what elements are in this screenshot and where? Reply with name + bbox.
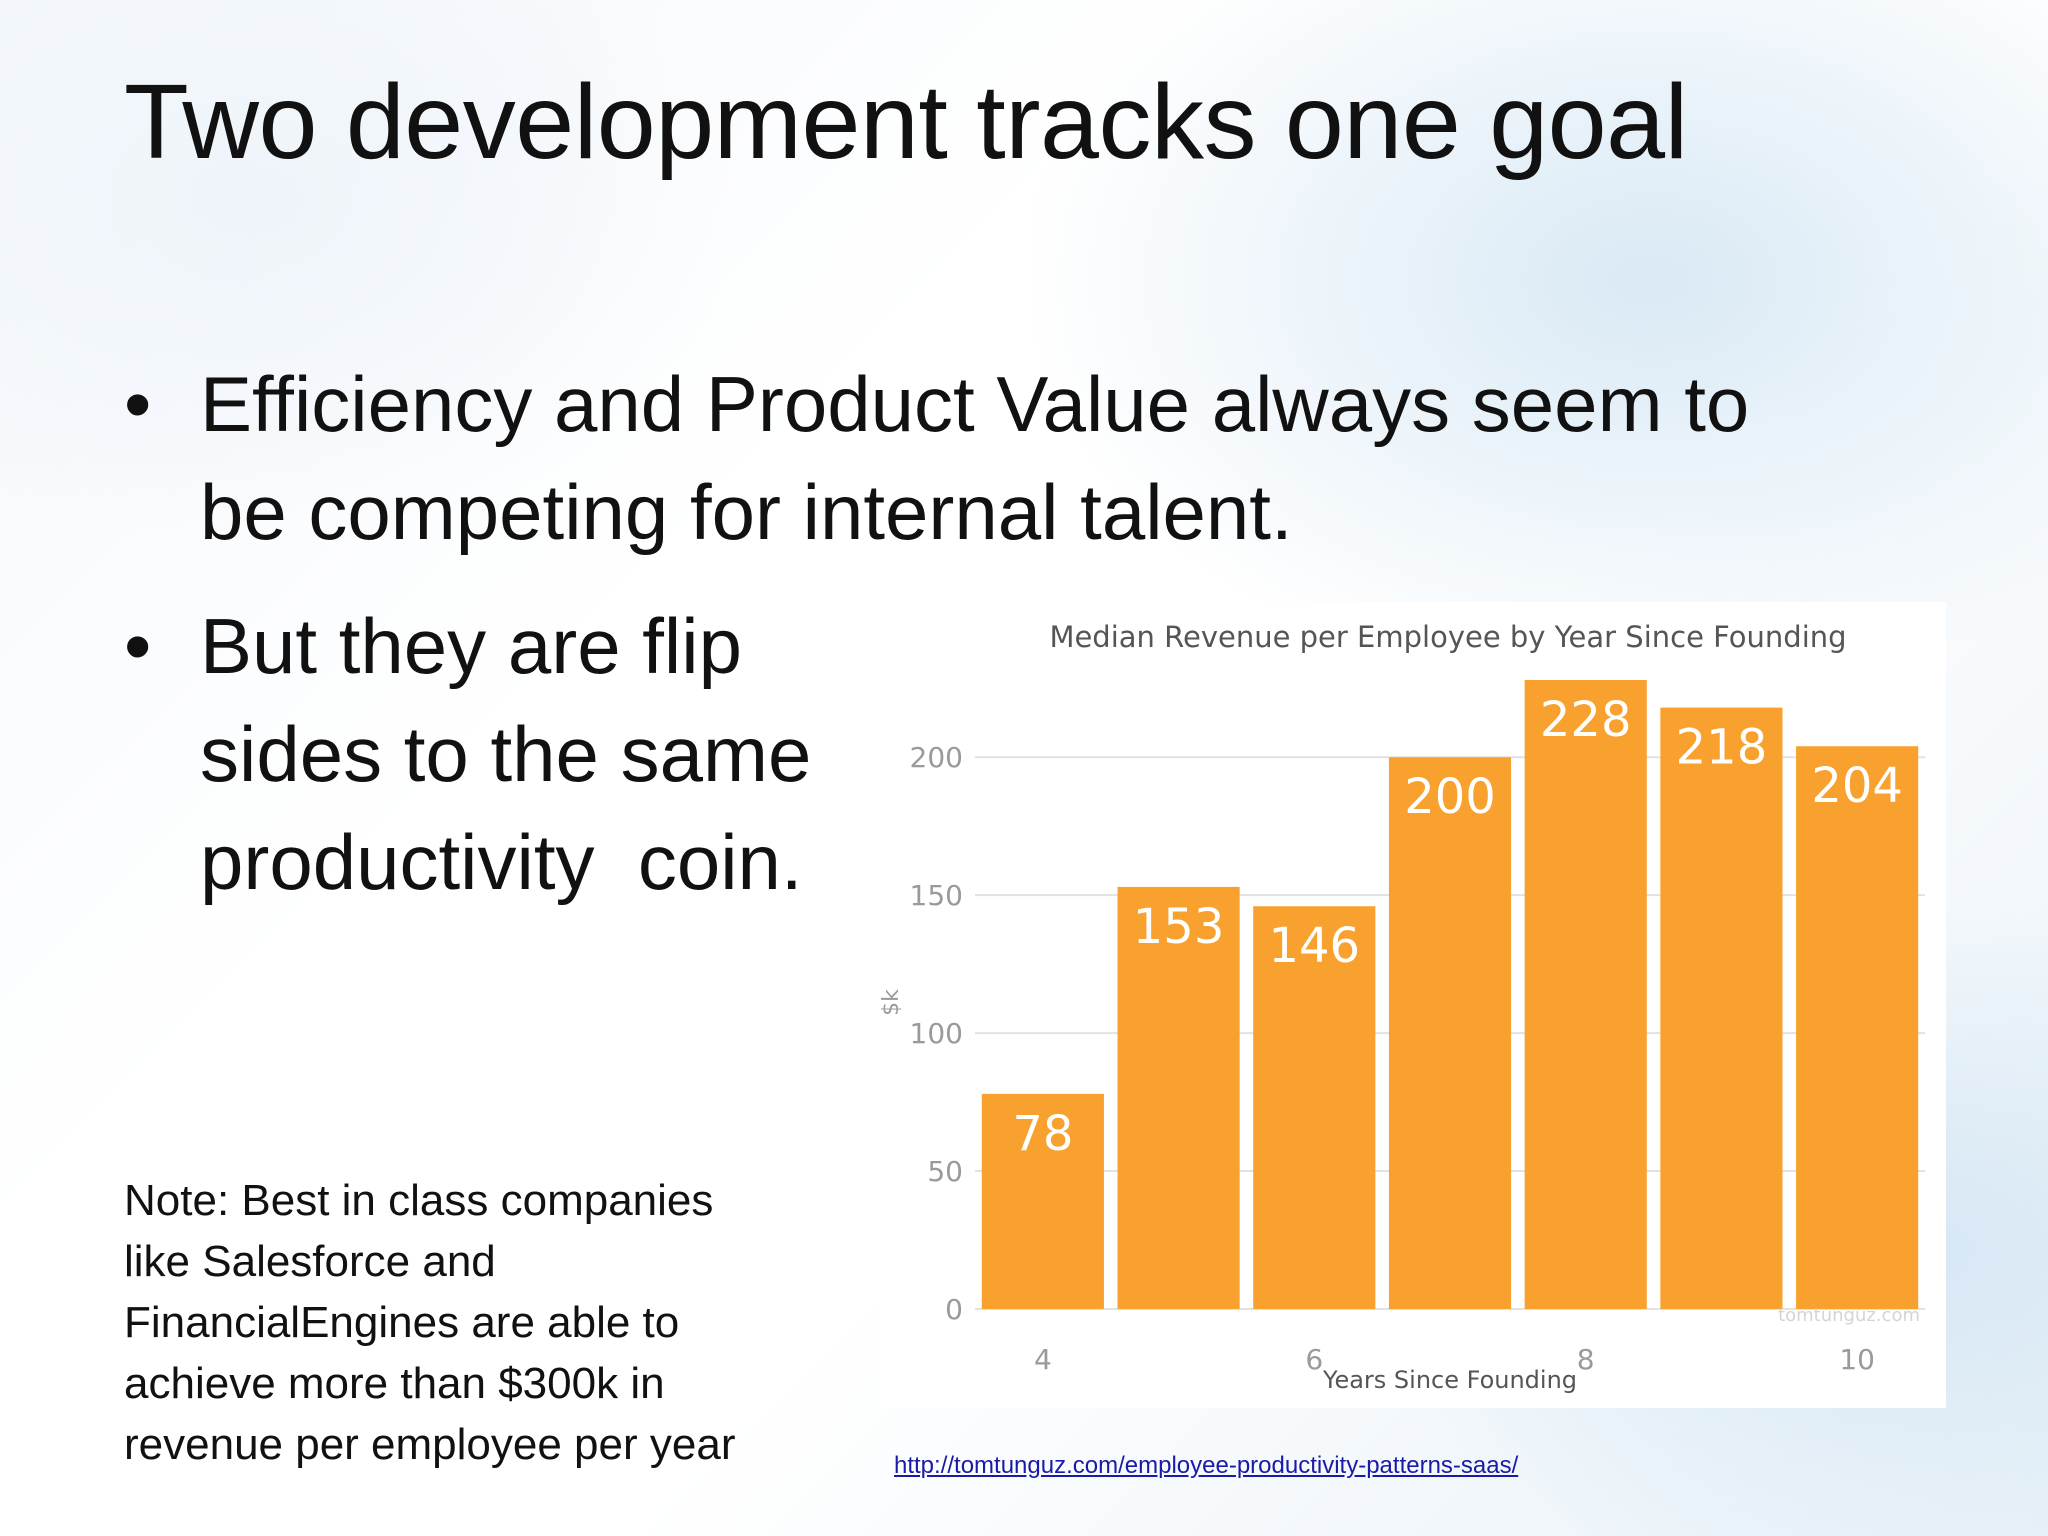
y-tick-label: 100 (910, 1017, 963, 1050)
source-link[interactable]: http://tomtunguz.com/employee-productivi… (894, 1452, 1519, 1479)
bar (1253, 906, 1376, 1309)
note-line: Note: Best in class companies (124, 1176, 714, 1225)
chart-title: Median Revenue per Employee by Year Sinc… (1049, 620, 1846, 654)
bar-value-label: 218 (1676, 720, 1768, 776)
revenue-per-employee-chart: Median Revenue per Employee by Year Sinc… (880, 620, 1925, 1394)
bar (1796, 746, 1919, 1309)
note-text: Note: Best in class companies like Sales… (124, 1170, 824, 1475)
y-tick-label: 150 (910, 879, 963, 912)
note-line: like Salesforce and (124, 1237, 496, 1286)
bullet-line: sides to the same (200, 710, 812, 798)
bar-value-label: 78 (1012, 1106, 1073, 1162)
bar-value-label: 204 (1811, 758, 1903, 814)
bullet-flip-sides: • But they are flip sides to the same pr… (124, 592, 884, 922)
x-tick-label: 4 (1034, 1343, 1052, 1376)
bullet-line: be competing for internal talent. (200, 468, 1293, 556)
bullet-line: But they are flip (200, 602, 742, 690)
note-line: achieve more than $300k in (124, 1359, 665, 1408)
chart-panel: Median Revenue per Employee by Year Sinc… (880, 602, 1946, 1408)
bar (1388, 757, 1512, 1309)
bullet-dot: • (124, 602, 152, 690)
y-axis-label: $k (880, 989, 904, 1016)
x-tick-label: 10 (1839, 1343, 1875, 1376)
bar (1117, 886, 1240, 1309)
y-tick-label: 0 (945, 1293, 963, 1326)
bar-value-label: 200 (1404, 769, 1496, 825)
bullet-dot: • (124, 360, 152, 448)
bullet-efficiency: • Efficiency and Product Value always se… (124, 350, 1924, 570)
y-tick-label: 50 (927, 1155, 963, 1188)
y-tick-label: 200 (910, 741, 963, 774)
x-axis-label: Years Since Founding (1322, 1366, 1577, 1394)
bar-value-label: 146 (1268, 918, 1360, 974)
x-tick-label: 6 (1305, 1343, 1323, 1376)
bullet-line: Efficiency and Product Value always seem… (200, 360, 1750, 448)
bar (981, 1093, 1104, 1309)
note-line: FinancialEngines are able to (124, 1298, 680, 1347)
bullet-line: productivity coin. (200, 818, 803, 906)
watermark: tomtunguz.com (1778, 1305, 1920, 1326)
slide-title: Two development tracks one goal (124, 63, 1688, 181)
bar-value-label: 153 (1133, 899, 1225, 955)
note-line: revenue per employee per year (124, 1420, 736, 1469)
x-tick-label: 8 (1577, 1343, 1595, 1376)
bar-value-label: 228 (1540, 692, 1632, 748)
bar (1524, 680, 1647, 1309)
bar (1660, 707, 1783, 1309)
